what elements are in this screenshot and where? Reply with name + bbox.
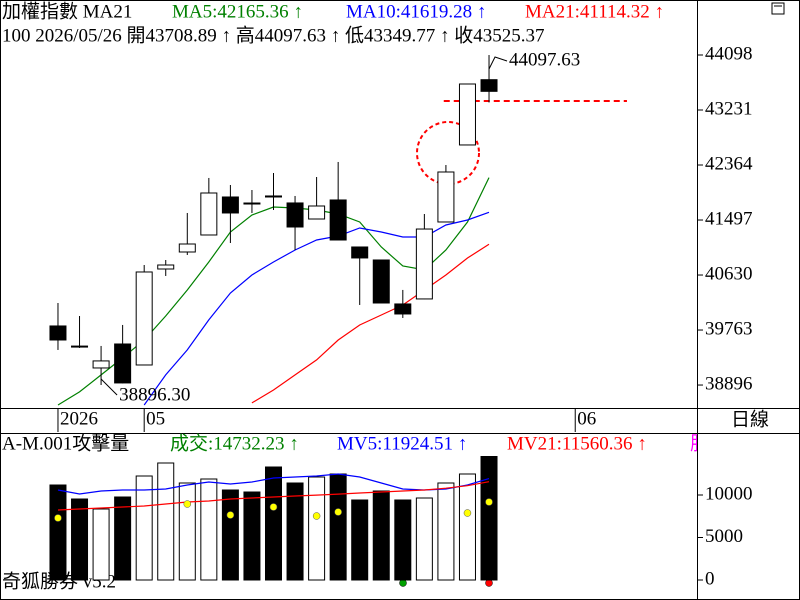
- volume-bar: [221, 489, 239, 581]
- volume-bar: [49, 484, 67, 581]
- volume-dot: [312, 512, 321, 520]
- signal-dot: [399, 579, 407, 587]
- candle-body: [480, 79, 498, 92]
- volume-bar: [329, 473, 347, 581]
- volume-bar: [415, 497, 433, 581]
- header-bg: [1, 434, 697, 456]
- candle-body: [49, 325, 67, 341]
- legend-entry: 成交:14732.23 ↑: [170, 432, 299, 454]
- volume-bar: [351, 499, 369, 581]
- legend-entry: MA10:41619.28 ↑: [346, 1, 486, 22]
- volume-bar: [394, 499, 412, 581]
- candle-body: [286, 202, 304, 228]
- y-tick-label: 10000: [705, 483, 753, 504]
- y-tick-label: 44098: [705, 43, 753, 64]
- volume-dot: [485, 498, 493, 506]
- legend-entry: MV21:11560.36 ↑: [507, 433, 647, 454]
- annotation: 38896.30: [119, 384, 190, 405]
- volume-bar: [135, 475, 153, 581]
- candle-body: [264, 195, 282, 198]
- ma-line: [251, 243, 490, 404]
- volume-bar: [264, 466, 282, 581]
- candle-body: [372, 259, 390, 304]
- candle-body: [135, 271, 153, 366]
- signal-dot: [485, 579, 493, 587]
- candle-body: [394, 303, 412, 315]
- x-tick-label: 2026: [60, 408, 98, 429]
- candle-body: [178, 243, 196, 253]
- candle-body: [71, 345, 89, 348]
- candle-body: [92, 360, 110, 369]
- window-icon[interactable]: [771, 2, 785, 15]
- candle-body: [351, 246, 369, 259]
- candle-body: [437, 171, 455, 223]
- candle-body: [221, 196, 239, 214]
- ma-line: [57, 473, 490, 495]
- highlight-circle: [416, 121, 480, 185]
- volume-dot: [54, 514, 62, 522]
- y-tick-label: 40630: [705, 263, 753, 284]
- volume-bar: [308, 476, 326, 581]
- y-tick-label: 43231: [705, 98, 753, 119]
- legend-clip: [697, 434, 799, 456]
- y-tick-label: 38896: [705, 373, 753, 394]
- volume-bar: [286, 482, 304, 581]
- candle-body: [458, 83, 476, 146]
- candle-body: [415, 228, 433, 300]
- annotation-pointer: [488, 56, 508, 70]
- volume-bar: [92, 508, 110, 581]
- y-tick-label: 42364: [705, 153, 753, 174]
- candle-body: [114, 343, 132, 384]
- volume-bar: [114, 496, 132, 581]
- volume-bar: [437, 482, 455, 581]
- ma-line: [57, 481, 490, 511]
- y-tick-label: 5000: [705, 526, 743, 547]
- y-tick-label: 0: [705, 568, 715, 589]
- volume-bar: [372, 490, 390, 581]
- period-label[interactable]: 日線: [731, 408, 769, 430]
- volume-bar: [458, 473, 476, 581]
- volume-dot: [226, 511, 235, 519]
- annotation: 44097.63: [509, 49, 580, 70]
- legend-entry: MA21:41114.32 ↑: [525, 1, 664, 22]
- volume-dot: [269, 503, 278, 511]
- subtitle: 100 2026/05/26 開43708.89 ↑ 高44097.63 ↑ 低…: [2, 24, 545, 46]
- annotation-pointer: [100, 378, 118, 396]
- volume-bar: [243, 491, 261, 581]
- y-tick-label: 41497: [705, 208, 753, 229]
- volume-bar: [157, 462, 175, 581]
- x-tick-label: 05: [146, 408, 165, 429]
- x-tick-label: 06: [577, 408, 596, 429]
- volume-dot: [183, 500, 192, 508]
- candle-body: [329, 199, 347, 241]
- candle-body: [200, 192, 218, 236]
- chart-title: A-M.001攻擊量: [2, 432, 129, 454]
- volume-bar: [480, 454, 498, 581]
- volume-dot: [334, 508, 342, 516]
- volume-bar: [71, 498, 89, 581]
- legend-entry: MV5:11924.51 ↑: [337, 433, 467, 454]
- volume-dot: [463, 509, 472, 517]
- legend-entry: MA5:42165.36 ↑: [172, 1, 303, 22]
- volume-bar: [178, 482, 196, 581]
- ma-line: [143, 211, 490, 406]
- candle-body: [308, 205, 326, 220]
- y-tick-label: 39763: [705, 318, 753, 339]
- volume-bar: [200, 478, 218, 581]
- chart-title: 加權指數 MA21: [2, 0, 132, 22]
- candle-body: [157, 264, 175, 270]
- candle-body: [243, 202, 261, 205]
